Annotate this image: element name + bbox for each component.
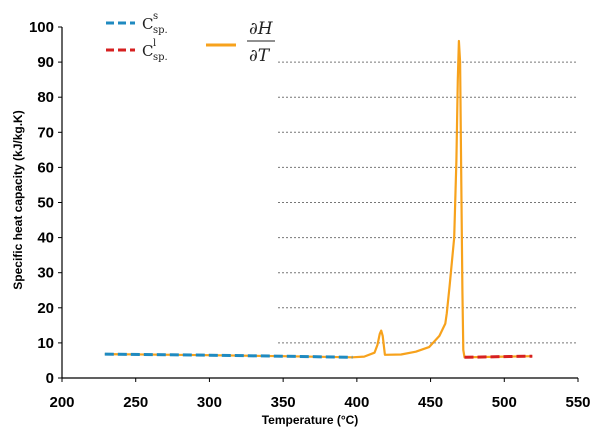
y-tick-label: 10 <box>37 335 54 352</box>
x-tick-label: 450 <box>418 394 443 411</box>
y-tick-label: 60 <box>37 159 54 176</box>
y-tick-label: 30 <box>37 265 54 282</box>
series-group <box>104 39 533 359</box>
x-tick-label: 500 <box>492 394 517 411</box>
y-axis-title: Specific heat capacity (kJ/kg.K) <box>11 110 25 289</box>
legend-label-liquid-base: C <box>142 42 153 60</box>
y-tick-label: 40 <box>37 230 54 247</box>
y-tick-label: 100 <box>29 19 54 36</box>
y-tick-label: 70 <box>37 124 54 141</box>
series-solid-sp-line <box>104 352 353 359</box>
x-tick-label: 400 <box>344 394 369 411</box>
series-dhdt-line <box>104 39 533 359</box>
y-tick-label: 80 <box>37 89 54 106</box>
x-tick-label: 250 <box>123 394 148 411</box>
y-tick-label: 0 <box>46 370 54 387</box>
legend-label-solid-base: C <box>142 15 153 33</box>
legend-label-dhdt-denominator: ∂T <box>249 46 271 66</box>
x-axis-title: Temperature (°C) <box>262 413 359 427</box>
grid-lines <box>278 61 578 344</box>
legend-label-solid-sup: s <box>153 11 158 22</box>
y-tick-label: 90 <box>37 54 54 71</box>
legend-item-liquid-sp: C l sp. <box>106 38 168 63</box>
x-tick-label: 200 <box>49 394 74 411</box>
legend-item-solid-sp: C s sp. <box>106 11 168 36</box>
x-tick-labels: 200 250 300 350 400 450 500 550 <box>49 378 591 411</box>
y-tick-label: 20 <box>37 300 54 317</box>
series-liquid-sp-line <box>464 354 533 359</box>
legend-label-dhdt-numerator: ∂H <box>249 19 274 39</box>
legend-label-liquid-sup: l <box>153 38 156 49</box>
legend: C s sp. C l sp. ∂H ∂T <box>106 11 275 66</box>
legend-label-solid-sub: sp. <box>153 25 168 36</box>
x-tick-label: 300 <box>197 394 222 411</box>
y-tick-labels: 0 10 20 30 40 50 60 70 80 90 100 <box>29 19 62 387</box>
x-tick-label: 550 <box>565 394 590 411</box>
legend-label-liquid-sub: sp. <box>153 52 168 63</box>
x-tick-label: 350 <box>271 394 296 411</box>
legend-item-dhdt: ∂H ∂T <box>206 19 275 66</box>
y-tick-label: 50 <box>37 195 54 212</box>
